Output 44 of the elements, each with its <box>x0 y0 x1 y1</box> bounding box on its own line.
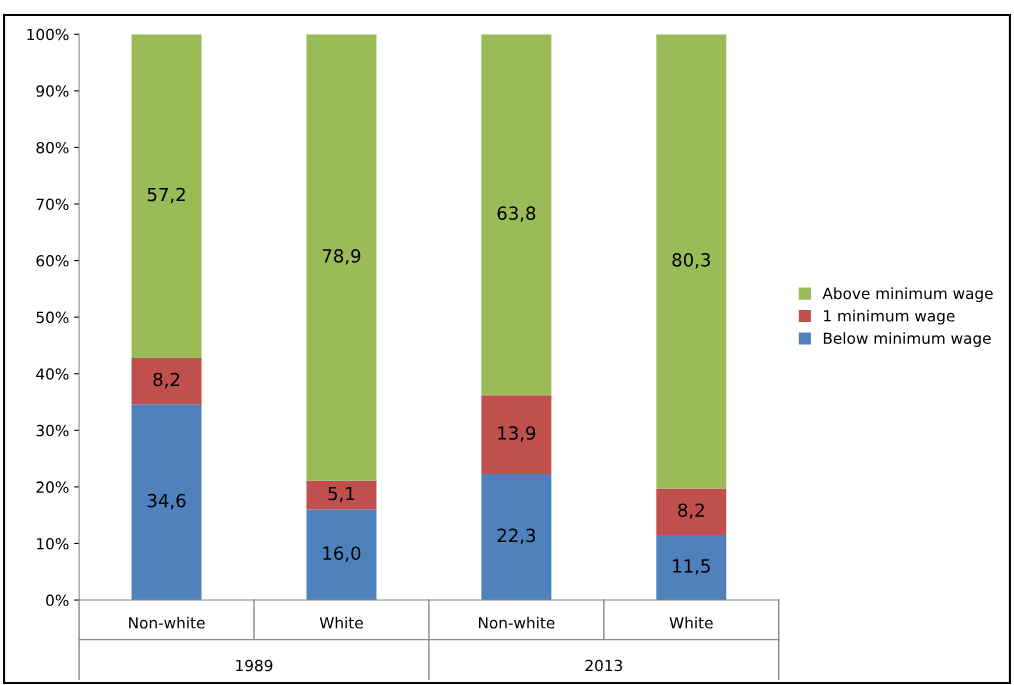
text: 2013 <box>585 659 623 672</box>
bar <box>306 480 377 510</box>
data-label: 5,1 <box>328 486 355 503</box>
data-label: 8,2 <box>678 503 704 519</box>
y-tick-label: 30% <box>36 424 69 437</box>
legend-label: 1 minimum wage <box>824 309 955 325</box>
y-tick-label: 20% <box>36 481 69 493</box>
data-label: 63,8 <box>497 206 536 222</box>
bar <box>131 404 202 601</box>
bar <box>131 357 202 405</box>
y-tick-label: 10% <box>37 537 69 550</box>
bar <box>656 534 727 601</box>
text: 1989 <box>236 659 273 672</box>
data-label: 13,9 <box>498 426 536 442</box>
bar <box>306 509 377 601</box>
data-label: 11,5 <box>673 559 710 575</box>
legend-label: Below minimum wage <box>823 332 991 347</box>
x-tick-label: Non-white <box>478 616 555 629</box>
bar <box>306 34 377 481</box>
y-tick-label: 70% <box>36 198 69 211</box>
bar <box>656 34 727 489</box>
data-label: 8,2 <box>153 372 180 389</box>
y-tick-label: 50% <box>36 311 69 324</box>
y-tick-label: 60% <box>36 255 69 267</box>
y-tick-label: 0% <box>46 594 69 607</box>
bar <box>481 395 552 474</box>
data-label: 16,0 <box>323 546 361 562</box>
x-tick-label: White <box>319 616 363 629</box>
y-tick-label: 100% <box>27 28 69 41</box>
y-tick-label: 40% <box>36 368 69 380</box>
x-tick-label: White <box>669 616 713 629</box>
data-label: 57,2 <box>147 187 185 204</box>
bar <box>656 488 727 535</box>
bar <box>481 34 552 396</box>
data-label: 78,9 <box>322 249 361 265</box>
data-label: 80,3 <box>672 253 710 269</box>
data-label: 22,3 <box>497 528 536 545</box>
data-label: 34,6 <box>147 493 186 510</box>
bar <box>131 34 202 358</box>
y-tick-label: 80% <box>36 141 69 154</box>
x-tick-label: Non-white <box>129 616 205 629</box>
bar <box>481 473 552 601</box>
y-tick-label: 90% <box>36 85 69 97</box>
legend-label: Above minimum wage <box>822 287 993 303</box>
